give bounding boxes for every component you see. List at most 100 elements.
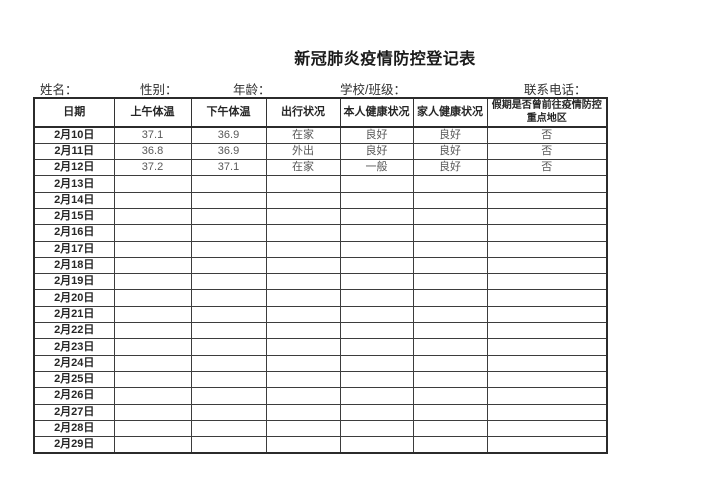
family-health-cell	[412, 224, 488, 242]
visited-key-area-cell	[486, 224, 608, 242]
column-header-family-health: 家人健康状况	[412, 97, 488, 128]
table-row: 2月17日	[33, 240, 608, 258]
morning-temp-cell: 36.8	[113, 142, 192, 161]
table-row: 2月29日	[33, 436, 608, 454]
morning-temp-cell	[113, 387, 192, 405]
column-header-afternoon-temp: 下午体温	[190, 97, 267, 128]
travel-status-cell	[265, 338, 341, 356]
afternoon-temp-cell	[190, 387, 267, 405]
date-cell: 2月29日	[33, 436, 115, 454]
table-row: 2月14日	[33, 191, 608, 209]
name-label: 姓名：	[40, 83, 78, 97]
travel-status-cell	[265, 207, 341, 226]
table-row: 2月20日	[33, 289, 608, 307]
column-header-visited-key-area: 假期是否曾前往疫情防控重点地区	[486, 97, 608, 128]
table-header: 日期 上午体温 下午体温 出行状况 本人健康状况 家人健康状况 假期是否曾前往疫…	[33, 97, 608, 128]
travel-status-cell	[265, 289, 341, 307]
visited-key-area-cell	[486, 403, 608, 421]
self-health-cell	[339, 370, 414, 389]
morning-temp-cell: 37.1	[113, 126, 192, 144]
family-health-cell	[412, 419, 488, 438]
date-cell: 2月14日	[33, 191, 115, 209]
table-row: 2月18日	[33, 256, 608, 275]
date-cell: 2月28日	[33, 419, 115, 438]
morning-temp-cell	[113, 224, 192, 242]
morning-temp-cell: 37.2	[113, 159, 192, 177]
afternoon-temp-cell	[190, 322, 267, 340]
self-health-cell	[339, 338, 414, 356]
table-row: 2月12日 37.2 37.1 在家 一般 良好否	[33, 159, 608, 177]
travel-status-cell	[265, 436, 341, 454]
self-health-cell	[339, 273, 414, 291]
self-health-cell	[339, 175, 414, 193]
morning-temp-cell	[113, 256, 192, 275]
date-cell: 2月17日	[33, 240, 115, 258]
self-health-cell	[339, 191, 414, 209]
travel-status-cell: 在家	[265, 159, 341, 177]
travel-status-cell	[265, 403, 341, 421]
visited-key-area-cell	[486, 240, 608, 258]
table-row: 2月27日	[33, 403, 608, 421]
gender-label: 性别：	[140, 83, 178, 97]
morning-temp-cell	[113, 305, 192, 324]
self-health-cell: 良好	[339, 142, 414, 161]
self-health-cell	[339, 322, 414, 340]
morning-temp-cell	[113, 322, 192, 340]
phone-label: 联系电话：	[524, 83, 587, 97]
visited-key-area-cell	[486, 175, 608, 193]
afternoon-temp-cell	[190, 354, 267, 372]
visited-key-area-cell	[486, 289, 608, 307]
school-class-label: 学校/班级：	[340, 83, 406, 97]
visited-key-area-cell	[486, 370, 608, 389]
date-cell: 2月20日	[33, 289, 115, 307]
header-row: 日期 上午体温 下午体温 出行状况 本人健康状况 家人健康状况 假期是否曾前往疫…	[33, 97, 608, 128]
afternoon-temp-cell	[190, 338, 267, 356]
table-row: 2月21日	[33, 305, 608, 324]
afternoon-temp-cell	[190, 273, 267, 291]
column-header-travel-status: 出行状况	[265, 97, 341, 128]
morning-temp-cell	[113, 403, 192, 421]
family-health-cell	[412, 273, 488, 291]
table-row: 2月11日 36.8 36.9 外出 良好 良好否	[33, 142, 608, 161]
date-cell: 2月11日	[33, 142, 115, 161]
afternoon-temp-cell: 36.9	[190, 142, 267, 161]
registration-table: 日期 上午体温 下午体温 出行状况 本人健康状况 家人健康状况 假期是否曾前往疫…	[33, 97, 608, 454]
date-cell: 2月13日	[33, 175, 115, 193]
visited-key-area-cell: 否	[486, 142, 608, 161]
page-title: 新冠肺炎疫情防控登记表	[294, 51, 476, 68]
visited-key-area-cell	[486, 338, 608, 356]
self-health-cell	[339, 224, 414, 242]
self-health-cell	[339, 240, 414, 258]
afternoon-temp-cell	[190, 436, 267, 454]
family-health-cell	[412, 354, 488, 372]
date-cell: 2月12日	[33, 159, 115, 177]
visited-key-area-cell	[486, 207, 608, 226]
visited-key-area-cell: 否	[486, 126, 608, 144]
table-row: 2月26日	[33, 387, 608, 405]
morning-temp-cell	[113, 207, 192, 226]
travel-status-cell	[265, 175, 341, 193]
date-cell: 2月25日	[33, 370, 115, 389]
family-health-cell	[412, 370, 488, 389]
self-health-cell: 一般	[339, 159, 414, 177]
travel-status-cell	[265, 354, 341, 372]
table-row: 2月25日	[33, 370, 608, 389]
family-health-cell	[412, 436, 488, 454]
self-health-cell	[339, 419, 414, 438]
visited-key-area-cell	[486, 305, 608, 324]
table-row: 2月22日	[33, 322, 608, 340]
info-row: 姓名： 性别： 年龄： 学校/班级： 联系电话：	[0, 79, 707, 97]
morning-temp-cell	[113, 436, 192, 454]
date-cell: 2月18日	[33, 256, 115, 275]
self-health-cell	[339, 354, 414, 372]
family-health-cell	[412, 289, 488, 307]
afternoon-temp-cell	[190, 191, 267, 209]
morning-temp-cell	[113, 289, 192, 307]
table-row: 2月28日	[33, 419, 608, 438]
date-cell: 2月24日	[33, 354, 115, 372]
family-health-cell	[412, 207, 488, 226]
travel-status-cell	[265, 224, 341, 242]
visited-key-area-cell	[486, 273, 608, 291]
afternoon-temp-cell	[190, 289, 267, 307]
table-body: 2月10日 37.1 36.9 在家 良好 良好否 2月11日 36.8 36.9 外出 良好 良好否…	[33, 126, 608, 454]
